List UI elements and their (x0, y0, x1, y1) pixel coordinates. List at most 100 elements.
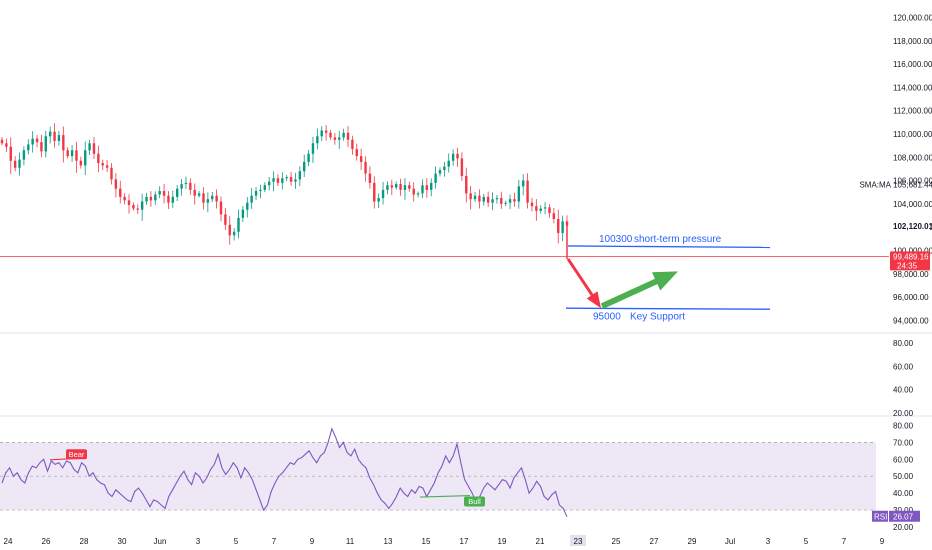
candle-body (158, 191, 161, 195)
candle-body (381, 189, 385, 199)
price-tick-label: 96,000.00 (893, 293, 929, 302)
support-value: 95000 (593, 312, 621, 323)
candle-body (232, 231, 236, 236)
candle-body (70, 150, 74, 157)
time-tick-label: 29 (688, 537, 697, 546)
candle-body (530, 202, 534, 207)
time-tick-label: 24 (4, 537, 13, 546)
candle-body (548, 207, 551, 214)
candle-body (289, 177, 293, 182)
price-axis[interactable]: 120,000.00 118,000.00 116,000.00 114,000.00… (893, 13, 932, 325)
candle-body (114, 179, 118, 189)
candle-body (412, 188, 415, 195)
time-tick-label: 3 (196, 537, 201, 546)
rsi-tick-label: 80.00 (893, 421, 914, 430)
candle-body (9, 146, 12, 161)
candle-body (140, 201, 144, 210)
candle-body (259, 189, 262, 192)
candle-body (180, 184, 183, 189)
time-tick-label: 7 (842, 537, 847, 546)
candle-body (364, 161, 367, 174)
bear-divergence: Bear (49, 449, 87, 461)
candle-body (508, 199, 512, 203)
green-up-arrow[interactable] (600, 271, 678, 309)
candle-body (40, 142, 43, 152)
candle-body (447, 160, 450, 167)
candle-body (338, 137, 341, 140)
candle-body (504, 202, 507, 204)
time-tick-label: 15 (422, 537, 431, 546)
candle-body (451, 153, 455, 161)
candle-body (478, 195, 481, 202)
support-annotation[interactable]: 95000 Key Support (565, 307, 771, 323)
candle-body (206, 199, 210, 203)
time-tick-label: 13 (384, 537, 393, 546)
rsi-tick-label: 40.00 (893, 489, 914, 498)
candle-body (425, 185, 429, 190)
candle-body (324, 130, 328, 133)
resistance-annotation[interactable]: 100300 short-term pressure (567, 234, 771, 249)
candle-body (0, 139, 4, 144)
sma-label-name: SMA:MA (859, 180, 891, 189)
candle-body (403, 185, 407, 190)
aux-tick-label: 40.00 (893, 386, 914, 395)
resistance-value: 100300 (599, 234, 633, 245)
countdown-value: 24:35 (897, 261, 918, 270)
candle-body (202, 193, 205, 203)
time-tick-label: Jun (154, 537, 167, 546)
candle-body (92, 143, 96, 154)
candle-body (75, 150, 78, 161)
candle-body (565, 221, 569, 226)
price-tick-label: 108,000.00 (893, 153, 932, 162)
rsi-axis[interactable]: 80.00 70.00 60.00 50.00 40.00 30.00 20.00 80.00… (893, 339, 914, 532)
candle-body (263, 185, 266, 190)
current-price-badge-bg (890, 251, 930, 271)
sma-label-value: 105,681.44 (893, 180, 932, 189)
rsi-tick-label: 30.00 (893, 506, 914, 515)
current-price-badge: 99,489.16 24:35 (890, 251, 930, 271)
candle-body (224, 214, 227, 225)
support-line[interactable] (565, 307, 771, 310)
rsi-badge-value-bg (889, 510, 920, 522)
price-tick-label: 106,000.00 (893, 177, 932, 186)
candle-body (513, 199, 516, 202)
candle-body (329, 132, 332, 138)
projection-arrows[interactable] (566, 225, 678, 309)
candle-body (254, 191, 258, 196)
rsi-tick-label: 50.00 (893, 472, 914, 481)
candle-body (342, 132, 345, 138)
candle-body (18, 159, 21, 168)
candle-body (543, 207, 547, 209)
price-tick-label: 114,000.00 (893, 83, 932, 92)
candle-body (119, 188, 122, 197)
candle-body (473, 195, 477, 200)
candle-body (276, 178, 280, 183)
candle-body (27, 144, 30, 151)
candle-body (281, 178, 284, 183)
candle-body (175, 188, 179, 197)
candle-body (320, 130, 323, 137)
candle-body (377, 198, 380, 202)
resistance-line[interactable] (567, 245, 771, 249)
candle-body (311, 143, 315, 154)
red-down-arrow[interactable] (566, 258, 601, 309)
candle-body (399, 184, 402, 190)
time-axis[interactable]: 24 26 28 30 Jun 3 5 7 9 11 13 15 17 19 21 23 25 27 29 Jul 3 5… (4, 535, 885, 546)
candle-body (351, 139, 354, 150)
candle-body (346, 132, 350, 140)
bull-divergence: Bull (419, 494, 485, 507)
candle-body (272, 178, 275, 182)
aux-tick-label: 80.00 (893, 339, 914, 348)
time-tick-label: 9 (880, 537, 885, 546)
candle-body (246, 202, 249, 210)
candle-body (228, 224, 231, 236)
candle-body (359, 156, 363, 162)
time-tick-label: 5 (234, 537, 239, 546)
candle-body (127, 200, 131, 206)
rsi-badge-value: 26.07 (893, 513, 914, 522)
candle-body (62, 135, 65, 151)
candle-body (110, 167, 113, 180)
price-tick-label: 104,000.00 (893, 200, 932, 209)
candle-body (368, 173, 372, 183)
